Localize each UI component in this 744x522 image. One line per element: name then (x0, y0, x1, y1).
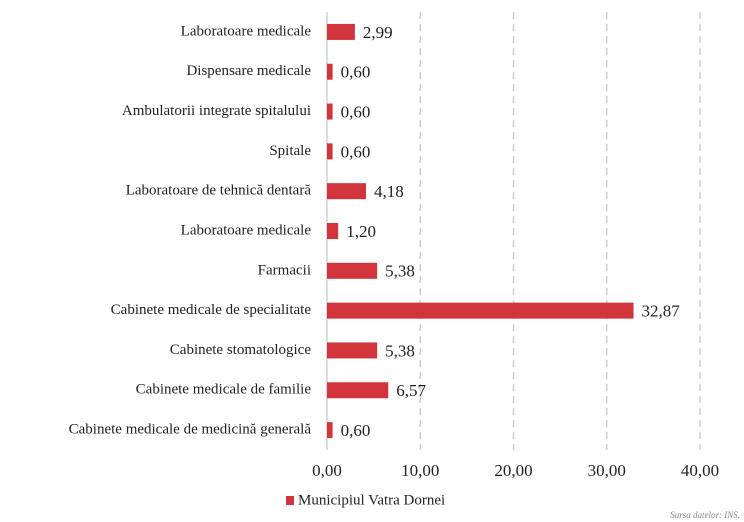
y-tick-label: Farmacii (258, 262, 311, 278)
data-label: 32,87 (642, 302, 681, 321)
legend-swatch (286, 496, 294, 505)
bar (327, 342, 378, 359)
x-tick-label: 0,00 (312, 461, 342, 480)
bar (327, 223, 339, 239)
data-label: 2,99 (363, 23, 393, 42)
y-tick-label: Spitale (269, 143, 311, 159)
data-label: 0,60 (341, 421, 371, 440)
x-tick-label: 20,00 (494, 461, 532, 480)
source: Sursa datelor: INS. (670, 510, 740, 520)
data-label: 5,38 (385, 262, 415, 281)
x-tick-label: 40,00 (681, 461, 719, 480)
y-tick-label: Laboratoare de tehnică dentară (126, 183, 312, 199)
data-label: 1,20 (346, 222, 376, 241)
y-tick-label: Dispensare medicale (186, 63, 311, 79)
bar (327, 422, 333, 439)
y-tick-label: Laboratoare medicale (181, 222, 312, 238)
data-label: 5,38 (385, 341, 415, 360)
data-label: 6,57 (396, 381, 426, 400)
bar (327, 103, 333, 120)
data-label: 4,18 (374, 182, 404, 201)
legend-label: Municipiul Vatra Dornei (298, 492, 445, 508)
bar (327, 302, 634, 319)
y-tick-label: Ambulatorii integrate spitalului (122, 103, 311, 119)
x-tick-label: 10,00 (401, 461, 439, 480)
bar (327, 143, 333, 160)
x-tick-label: 30,00 (588, 461, 626, 480)
y-tick-label: Laboratoare medicale (181, 23, 312, 39)
data-label: 0,60 (341, 102, 371, 121)
y-tick-label: Cabinete medicale de familie (136, 382, 312, 398)
y-tick-label: Cabinete medicale de specialitate (111, 302, 312, 318)
bar (327, 23, 355, 40)
bar (327, 262, 378, 279)
y-tick-label: Cabinete medicale de medicină generală (69, 422, 312, 438)
data-label: 0,60 (341, 142, 371, 161)
y-tick-label: Cabinete stomatologice (170, 342, 312, 358)
bar (327, 183, 366, 200)
bar (327, 382, 389, 399)
data-label: 0,60 (341, 63, 371, 82)
bar (327, 63, 333, 80)
